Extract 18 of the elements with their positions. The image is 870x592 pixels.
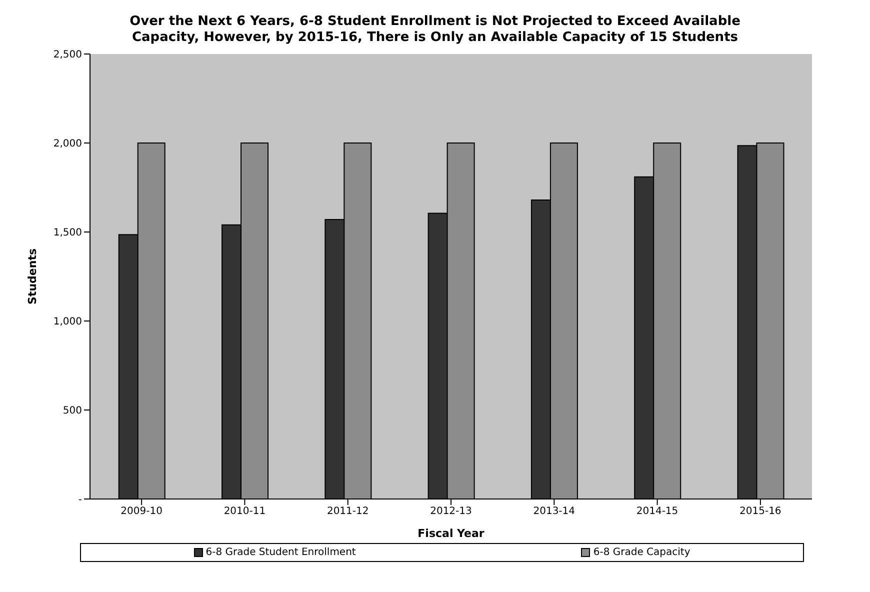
y-tick-label: 1,000 <box>53 316 82 328</box>
x-tick-label: 2011-12 <box>326 506 369 518</box>
x-tick-label: 2015-16 <box>740 506 782 518</box>
x-tick-label: 2010-11 <box>224 506 266 518</box>
y-tick-label: 500 <box>62 406 82 417</box>
x-axis-title: Fiscal Year <box>418 527 485 540</box>
x-tick-label: 2012-13 <box>430 506 472 518</box>
x-tick-label: 2009-10 <box>120 506 162 518</box>
x-tick-label: 2014-15 <box>636 506 678 518</box>
y-tick-label: 2,500 <box>53 50 82 61</box>
y-tick-label: - <box>78 494 82 506</box>
chart-title: Over the Next 6 Years, 6-8 Student Enrollment is Not Projected to Exceed Available Capacity, However, by 2015-16, There is Only an Available Capacity of 15 Students <box>128 13 742 46</box>
y-tick-label: 1,500 <box>53 228 82 239</box>
y-axis-title: Students <box>26 248 39 304</box>
y-tick-label: 2,000 <box>53 138 82 150</box>
legend-label: 6-8 Grade Student Enrollment <box>204 547 356 558</box>
x-tick-label: 2013-14 <box>533 506 576 518</box>
legend-label: 6-8 Grade Capacity <box>592 547 690 558</box>
